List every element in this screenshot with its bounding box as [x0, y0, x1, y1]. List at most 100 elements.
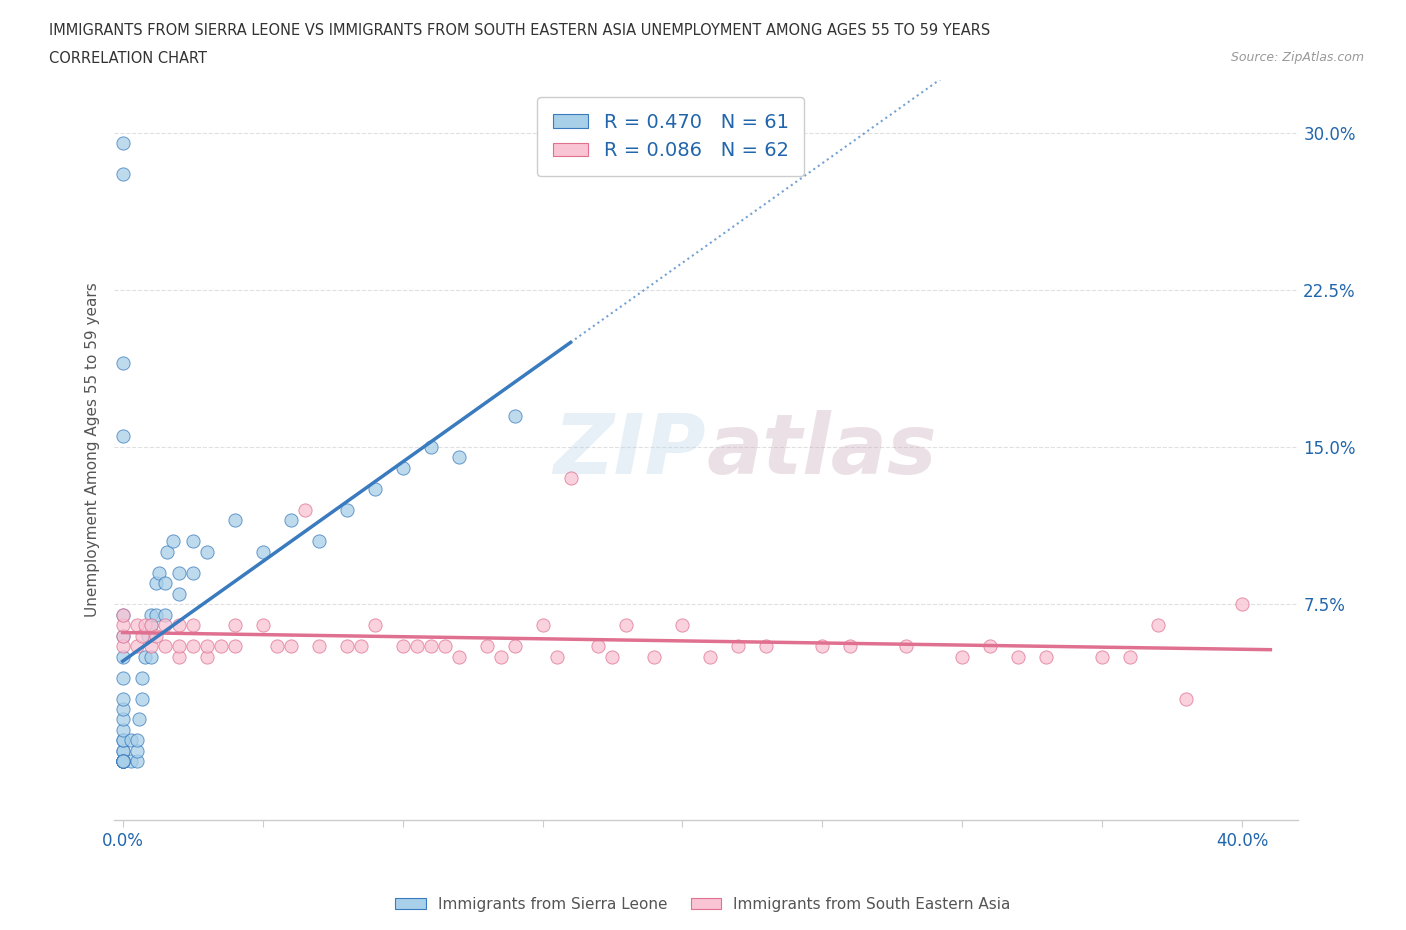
- Point: [1007, 649, 1029, 664]
- Legend: Immigrants from Sierra Leone, Immigrants from South Eastern Asia: Immigrants from Sierra Leone, Immigrants…: [389, 891, 1017, 918]
- Point: [153, 639, 176, 654]
- Point: [391, 639, 413, 654]
- Point: [125, 733, 148, 748]
- Point: [308, 534, 330, 549]
- Point: [1175, 691, 1198, 706]
- Point: [111, 639, 134, 654]
- Point: [1232, 597, 1254, 612]
- Point: [896, 639, 918, 654]
- Point: [125, 754, 148, 769]
- Text: IMMIGRANTS FROM SIERRA LEONE VS IMMIGRANTS FROM SOUTH EASTERN ASIA UNEMPLOYMENT : IMMIGRANTS FROM SIERRA LEONE VS IMMIGRAN…: [49, 23, 990, 38]
- Point: [125, 618, 148, 632]
- Point: [139, 618, 162, 632]
- Point: [111, 743, 134, 758]
- Point: [131, 691, 153, 706]
- Point: [153, 607, 176, 622]
- Point: [111, 754, 134, 769]
- Point: [125, 639, 148, 654]
- Point: [335, 502, 357, 517]
- Point: [1091, 649, 1114, 664]
- Point: [503, 639, 526, 654]
- Point: [616, 618, 638, 632]
- Point: [125, 743, 148, 758]
- Point: [811, 639, 834, 654]
- Point: [503, 408, 526, 423]
- Point: [153, 618, 176, 632]
- Point: [224, 618, 246, 632]
- Point: [181, 618, 204, 632]
- Point: [111, 754, 134, 769]
- Point: [447, 450, 470, 465]
- Point: [139, 618, 162, 632]
- Point: [952, 649, 974, 664]
- Point: [335, 639, 357, 654]
- Point: [120, 733, 142, 748]
- Point: [181, 639, 204, 654]
- Point: [145, 607, 167, 622]
- Point: [405, 639, 427, 654]
- Point: [139, 649, 162, 664]
- Point: [294, 502, 316, 517]
- Point: [111, 733, 134, 748]
- Point: [145, 576, 167, 591]
- Point: [111, 628, 134, 643]
- Point: [162, 534, 184, 549]
- Point: [111, 429, 134, 444]
- Point: [727, 639, 749, 654]
- Point: [111, 754, 134, 769]
- Point: [363, 482, 385, 497]
- Point: [979, 639, 1001, 654]
- Point: [195, 639, 218, 654]
- Point: [195, 544, 218, 559]
- Point: [839, 639, 862, 654]
- Point: [111, 701, 134, 716]
- Point: [111, 607, 134, 622]
- Point: [560, 471, 582, 485]
- Point: [195, 649, 218, 664]
- Point: [588, 639, 610, 654]
- Point: [111, 754, 134, 769]
- Point: [153, 576, 176, 591]
- Point: [111, 754, 134, 769]
- Point: [111, 628, 134, 643]
- Point: [111, 754, 134, 769]
- Point: [643, 649, 665, 664]
- Point: [111, 671, 134, 685]
- Point: [755, 639, 778, 654]
- Point: [224, 639, 246, 654]
- Point: [111, 754, 134, 769]
- Point: [111, 649, 134, 664]
- Point: [111, 712, 134, 727]
- Point: [111, 743, 134, 758]
- Point: [167, 639, 190, 654]
- Point: [156, 544, 179, 559]
- Point: [131, 628, 153, 643]
- Point: [128, 712, 150, 727]
- Point: [111, 136, 134, 151]
- Point: [167, 618, 190, 632]
- Point: [136, 628, 159, 643]
- Point: [1035, 649, 1057, 664]
- Point: [111, 607, 134, 622]
- Point: [419, 639, 441, 654]
- Point: [145, 628, 167, 643]
- Text: atlas: atlas: [706, 409, 936, 491]
- Point: [181, 565, 204, 580]
- Point: [266, 639, 288, 654]
- Point: [134, 618, 156, 632]
- Point: [111, 355, 134, 370]
- Point: [111, 754, 134, 769]
- Point: [167, 586, 190, 601]
- Point: [111, 733, 134, 748]
- Point: [252, 544, 274, 559]
- Point: [111, 754, 134, 769]
- Point: [167, 649, 190, 664]
- Point: [111, 691, 134, 706]
- Point: [433, 639, 456, 654]
- Point: [139, 607, 162, 622]
- Point: [252, 618, 274, 632]
- Point: [475, 639, 498, 654]
- Point: [531, 618, 554, 632]
- Point: [167, 565, 190, 580]
- Point: [111, 754, 134, 769]
